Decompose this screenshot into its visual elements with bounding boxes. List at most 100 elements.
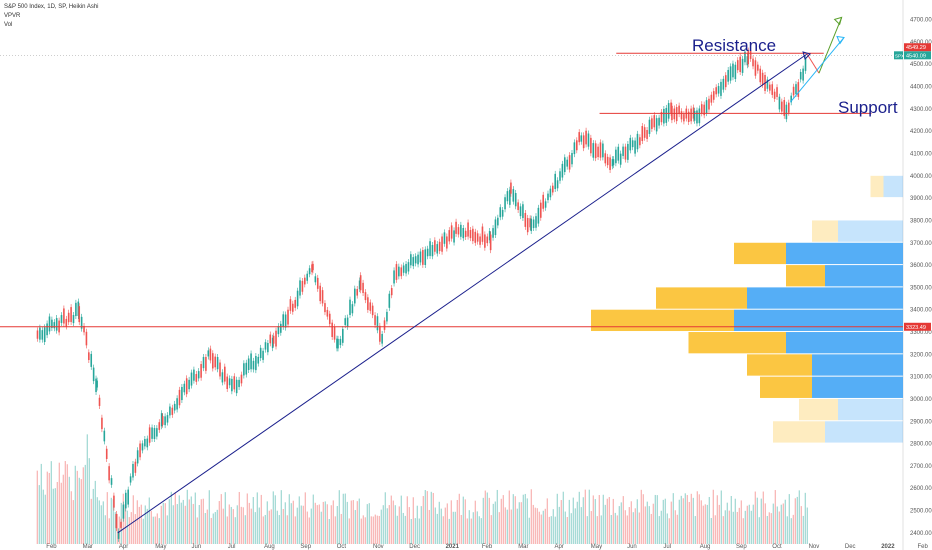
candle: [499, 207, 502, 218]
volume-bar: [94, 480, 96, 544]
volume-bar: [64, 461, 66, 544]
volume-bar: [786, 516, 788, 544]
candle: [188, 379, 190, 390]
candle: [492, 228, 494, 238]
candle: [544, 201, 547, 208]
volume-bar: [430, 491, 432, 544]
candle: [193, 369, 195, 381]
vp-row-up: [591, 309, 734, 332]
candle: [771, 84, 774, 95]
volume-bar: [646, 501, 648, 544]
volume-bar: [636, 499, 638, 544]
volume-bar: [298, 496, 300, 544]
candle: [655, 118, 658, 132]
candle: [77, 301, 80, 317]
candle: [96, 380, 98, 388]
volume-bar: [784, 499, 786, 544]
volume-bar: [256, 492, 258, 544]
y-tick-label: 3600.00: [910, 263, 932, 269]
candle: [665, 107, 668, 123]
x-tick-label: Jun: [192, 544, 202, 550]
candle: [563, 157, 566, 173]
volume-bar: [190, 496, 192, 544]
volume-bar: [678, 499, 680, 544]
candle: [259, 347, 262, 359]
candle: [139, 443, 141, 458]
indicator-vpvr[interactable]: VPVR: [4, 13, 21, 19]
x-tick-label: Oct: [772, 544, 782, 550]
candle: [379, 325, 381, 342]
volume-bar: [182, 499, 184, 544]
volume-bar: [600, 515, 602, 544]
volume-bar: [278, 515, 280, 544]
level-price-tag: [904, 322, 931, 331]
projection-up: [818, 17, 843, 74]
candle: [354, 288, 356, 304]
candle: [53, 322, 56, 329]
volume-bar: [448, 518, 450, 544]
volume-bar: [164, 503, 166, 544]
volume-bar: [352, 500, 354, 544]
volume-bar: [732, 511, 734, 544]
candle: [306, 273, 309, 281]
candle: [103, 430, 106, 442]
volume-bar: [574, 508, 576, 544]
volume-bar: [434, 507, 436, 544]
candle: [255, 355, 257, 371]
volume-bar: [642, 494, 644, 544]
candle: [402, 265, 405, 273]
candle: [747, 50, 750, 65]
candle: [331, 322, 333, 338]
volume-bar: [310, 508, 312, 544]
candle: [197, 371, 200, 379]
volume-bar: [626, 515, 628, 544]
y-tick-label: 3300.00: [910, 330, 932, 336]
candle: [214, 356, 217, 368]
volume-bar: [132, 495, 134, 544]
candle: [476, 233, 479, 242]
candle: [115, 513, 118, 529]
candle: [233, 376, 236, 390]
volume-bar: [754, 491, 756, 544]
volume-bar: [740, 500, 742, 544]
volume-bar: [394, 505, 396, 544]
volume-bar: [792, 514, 794, 544]
volume-bar: [68, 476, 70, 544]
volume-bar: [750, 510, 752, 544]
volume-bar: [96, 497, 98, 544]
volume-bar: [666, 513, 668, 544]
volume-bar: [488, 497, 490, 544]
volume-bar: [232, 509, 234, 544]
volume-bar: [722, 516, 724, 544]
volume-bar: [668, 518, 670, 544]
volume-bar: [542, 510, 544, 544]
volume-bar: [766, 515, 768, 544]
candle: [469, 230, 472, 239]
candle: [727, 69, 729, 82]
volume-bar: [694, 516, 696, 544]
y-tick-label: 4400.00: [910, 85, 932, 91]
candle: [799, 71, 802, 80]
candle: [205, 356, 207, 371]
vp-row-up: [870, 175, 884, 198]
candle: [472, 228, 474, 242]
candle: [224, 366, 226, 382]
volume-bar: [578, 491, 580, 544]
candle: [627, 143, 629, 160]
volume-bar: [270, 509, 272, 544]
volume-bar: [314, 502, 316, 544]
x-tick-label: Apr: [555, 544, 564, 550]
volume-bar: [418, 518, 420, 544]
candle: [484, 234, 486, 248]
volume-bar: [444, 507, 446, 544]
candle: [804, 58, 807, 71]
volume-bar: [546, 498, 548, 544]
candle: [450, 225, 453, 239]
vp-row-up: [688, 332, 786, 354]
volume-bar: [88, 458, 90, 544]
candle: [660, 111, 663, 123]
volume-bar: [806, 507, 808, 544]
indicator-vol[interactable]: Vol: [4, 22, 13, 28]
